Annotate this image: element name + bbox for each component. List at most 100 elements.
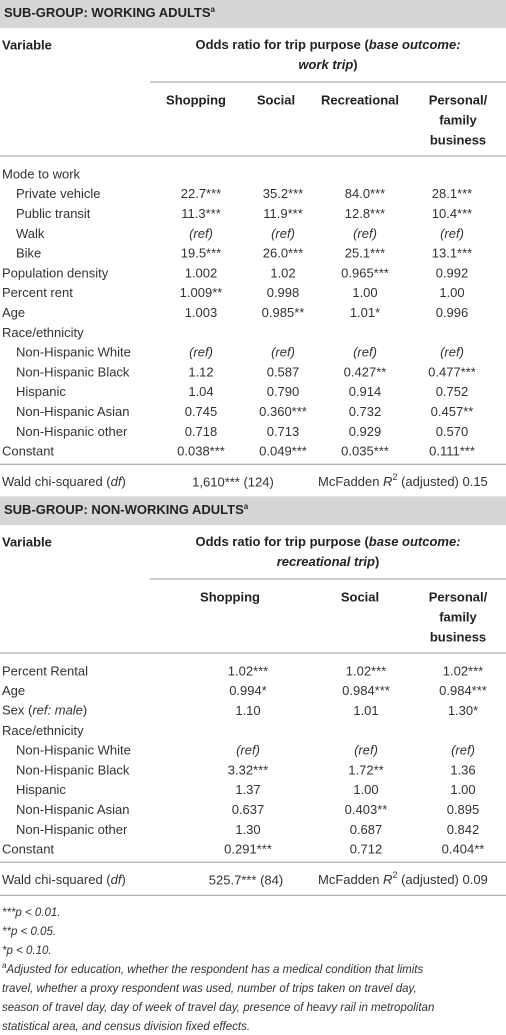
cell: 28.1***	[432, 186, 472, 201]
cell: 1.00	[353, 782, 378, 797]
cell: 0.457**	[431, 404, 474, 419]
text-run: ref: male	[32, 703, 83, 718]
cell: 0.985**	[262, 305, 305, 320]
cell: 11.9***	[263, 206, 303, 221]
section-title-note: a	[211, 5, 216, 14]
text-run: )	[121, 873, 125, 888]
cell: 1.00	[352, 285, 377, 300]
text-run: )	[83, 703, 87, 718]
cell: (ref)	[451, 743, 475, 758]
cell: 19.5***	[181, 246, 221, 261]
text-run: R	[383, 873, 392, 888]
cell: 0.427**	[344, 364, 387, 379]
text-run: )	[375, 554, 379, 569]
cell: (ref)	[353, 226, 377, 241]
text-run: (adjusted) 0.09	[397, 873, 487, 888]
cell: 0.712	[350, 842, 383, 857]
cell: 0.965***	[341, 265, 389, 280]
cell: 0.842	[447, 822, 480, 837]
row-label: Bike	[16, 246, 41, 261]
cell: 0.587	[267, 364, 300, 379]
cell: 0.895	[447, 802, 480, 817]
row-label: Non-Hispanic White	[16, 743, 131, 758]
text-run: recreational trip	[277, 554, 375, 569]
cell: 1.30*	[448, 703, 478, 718]
row-label: Public transit	[16, 206, 91, 221]
row-label: Non-Hispanic Asian	[16, 802, 129, 817]
cell: 0.752	[436, 384, 469, 399]
cell: 1.72**	[348, 762, 383, 777]
text-run: Wald chi-squared (	[2, 873, 111, 888]
note-mark: a	[2, 961, 7, 970]
cell: 0.998	[267, 285, 300, 300]
cell: 0.984***	[439, 683, 487, 698]
text-run: 2	[392, 871, 397, 881]
cell: (ref)	[440, 226, 464, 241]
text-run: base outcome:	[369, 534, 461, 549]
section-header-bar	[0, 0, 506, 28]
cell: 0.929	[349, 424, 382, 439]
cell: 0.914	[349, 384, 382, 399]
cell: (ref)	[440, 345, 464, 360]
cell: 0.291***	[224, 842, 272, 857]
cell: 0.570	[436, 424, 469, 439]
text-run: Odds ratio for trip purpose (	[195, 534, 369, 549]
row-label: Race/ethnicity	[2, 723, 84, 738]
group-header: recreational trip)	[277, 554, 380, 569]
column-header: family	[439, 609, 477, 624]
note-line: Adjusted for education, whether the resp…	[5, 964, 423, 976]
cell: 1.003	[185, 305, 218, 320]
row-label: Hispanic	[16, 782, 66, 797]
cell: (ref)	[271, 226, 295, 241]
row-label: Non-Hispanic Black	[16, 762, 130, 777]
cell: 1.12	[188, 364, 213, 379]
cell: 0.790	[267, 384, 300, 399]
column-header: business	[430, 132, 486, 147]
cell: 3.32***	[228, 762, 268, 777]
row-label: Sex (ref: male)	[2, 703, 87, 718]
section-title-text: SUB-GROUP: WORKING ADULTS	[4, 5, 211, 20]
row-label: Percent Rental	[2, 663, 88, 678]
column-header: Shopping	[166, 92, 226, 107]
text-run: 2	[392, 473, 397, 483]
row-label: Age	[2, 683, 25, 698]
text-run: df	[111, 475, 123, 490]
cell: 25.1***	[345, 246, 385, 261]
text-run: McFadden	[318, 475, 383, 490]
column-header: Social	[341, 589, 379, 604]
cell: (ref)	[189, 345, 213, 360]
variable-header: Variable	[2, 37, 52, 52]
text-run: McFadden	[318, 873, 383, 888]
cell: 26.0***	[263, 246, 303, 261]
cell: 0.718	[185, 424, 218, 439]
cell: 1.02	[270, 265, 295, 280]
mcfadden: McFadden R2 (adjusted) 0.15	[318, 473, 488, 490]
column-header: family	[439, 112, 477, 127]
cell: 1.04	[188, 384, 213, 399]
footnote: aAdjusted for education, whether the res…	[2, 961, 424, 976]
section-header-bar	[0, 497, 506, 525]
section-title: SUB-GROUP: NON-WORKING ADULTSa	[4, 502, 249, 518]
row-label: Constant	[2, 444, 54, 459]
cell: 1.02***	[346, 663, 386, 678]
wald-label: Wald chi-squared (df)	[2, 475, 126, 490]
cell: 12.8***	[345, 206, 385, 221]
column-header: Recreational	[321, 92, 399, 107]
section-title-text: SUB-GROUP: NON-WORKING ADULTS	[4, 502, 244, 517]
text-run: Sex (	[2, 703, 33, 718]
row-label: Private vehicle	[16, 186, 101, 201]
cell: 0.049***	[259, 444, 307, 459]
column-header: Social	[257, 92, 295, 107]
row-label: Non-Hispanic other	[16, 822, 128, 837]
cell: 0.477***	[428, 364, 476, 379]
row-label: Constant	[2, 842, 54, 857]
wald-value: 1,610*** (124)	[192, 475, 274, 490]
cell: 0.360***	[259, 404, 307, 419]
text-run: Odds ratio for trip purpose (	[195, 37, 369, 52]
cell: 1.00	[450, 782, 475, 797]
cell: 0.111***	[429, 444, 475, 459]
cell: 0.992	[436, 265, 469, 280]
cell: (ref)	[189, 226, 213, 241]
footnote: season of travel day, day of week of tra…	[2, 1002, 434, 1014]
wald-value: 525.7*** (84)	[209, 873, 283, 888]
